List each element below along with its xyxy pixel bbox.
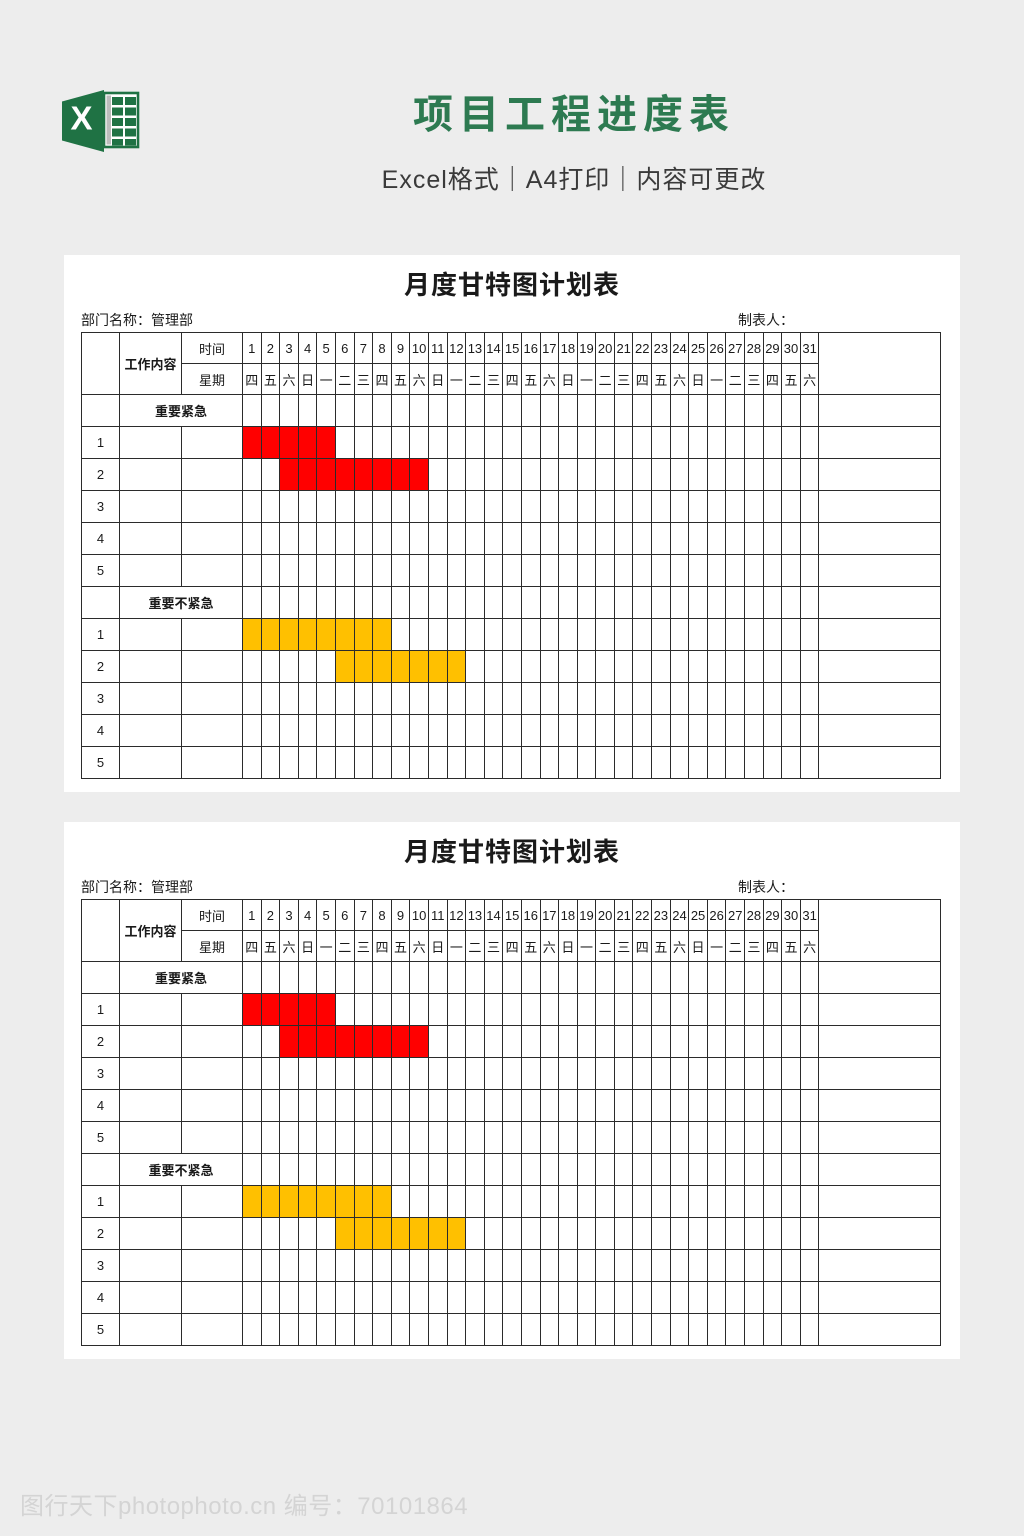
svg-text:X: X <box>70 100 92 137</box>
